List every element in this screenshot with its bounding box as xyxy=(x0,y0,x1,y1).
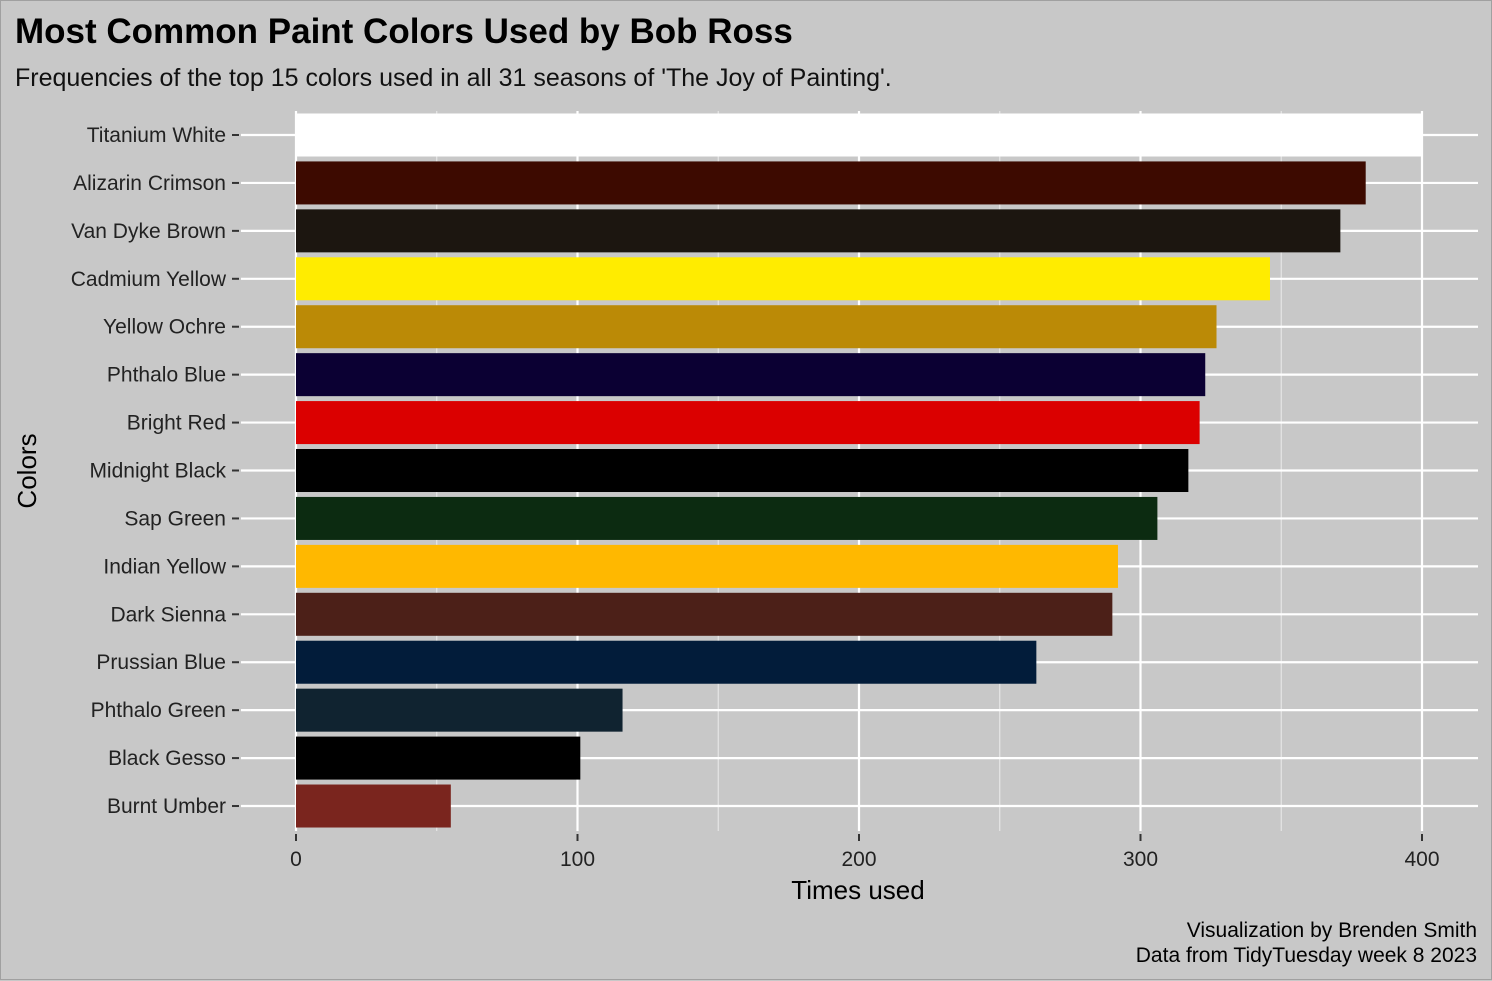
bar-black-gesso xyxy=(296,736,581,780)
bar-phthalo-blue xyxy=(296,353,1206,397)
y-tick-label: Dark Sienna xyxy=(110,603,226,626)
y-tick-label: Phthalo Blue xyxy=(107,364,226,387)
y-tick-label: Sap Green xyxy=(124,507,226,530)
x-tick-label: 400 xyxy=(1404,848,1439,871)
y-tick-label: Prussian Blue xyxy=(96,651,226,674)
bars xyxy=(296,113,1422,828)
x-axis-title: Times used xyxy=(791,875,924,905)
y-tick-label: Phthalo Green xyxy=(91,699,226,722)
bar-sap-green xyxy=(296,496,1158,540)
bar-cadmium-yellow xyxy=(296,257,1270,301)
chart-title: Most Common Paint Colors Used by Bob Ros… xyxy=(15,12,793,51)
bar-prussian-blue xyxy=(296,640,1037,684)
caption-line-2: Data from TidyTuesday week 8 2023 xyxy=(1136,944,1477,967)
chart-subtitle: Frequencies of the top 15 colors used in… xyxy=(15,64,892,92)
x-tick-label: 300 xyxy=(1123,848,1158,871)
x-axis: 0 100 200 300 400 xyxy=(290,834,1440,871)
bar-indian-yellow xyxy=(296,544,1118,588)
y-tick-label: Titanium White xyxy=(87,124,226,147)
y-tick-label: Black Gesso xyxy=(108,747,226,770)
bar-midnight-black xyxy=(296,449,1189,493)
y-axis-title: Colors xyxy=(12,433,42,508)
bar-van-dyke-brown xyxy=(296,209,1341,253)
y-tick-label: Van Dyke Brown xyxy=(71,220,226,243)
y-tick-label: Burnt Umber xyxy=(107,795,226,818)
bar-alizarin-crimson xyxy=(296,161,1366,205)
y-tick-label: Bright Red xyxy=(127,412,226,435)
bar-yellow-ochre xyxy=(296,305,1217,349)
x-tick-label: 100 xyxy=(560,848,595,871)
bar-burnt-umber xyxy=(296,784,451,828)
y-tick-label: Yellow Ochre xyxy=(103,316,226,339)
caption-line-1: Visualization by Brenden Smith xyxy=(1187,919,1477,942)
bar-titanium-white xyxy=(296,113,1422,157)
x-tick-label: 0 xyxy=(290,848,302,871)
y-tick-label: Indian Yellow xyxy=(103,555,226,578)
y-tick-label: Cadmium Yellow xyxy=(71,268,227,291)
y-axis: Titanium White Alizarin Crimson Van Dyke B… xyxy=(71,124,239,818)
y-tick-label: Alizarin Crimson xyxy=(73,172,226,195)
bar-bright-red xyxy=(296,401,1200,445)
y-tick-label: Midnight Black xyxy=(89,460,226,483)
x-tick-label: 200 xyxy=(841,848,876,871)
bar-dark-sienna xyxy=(296,592,1113,636)
bar-phthalo-green xyxy=(296,688,623,732)
